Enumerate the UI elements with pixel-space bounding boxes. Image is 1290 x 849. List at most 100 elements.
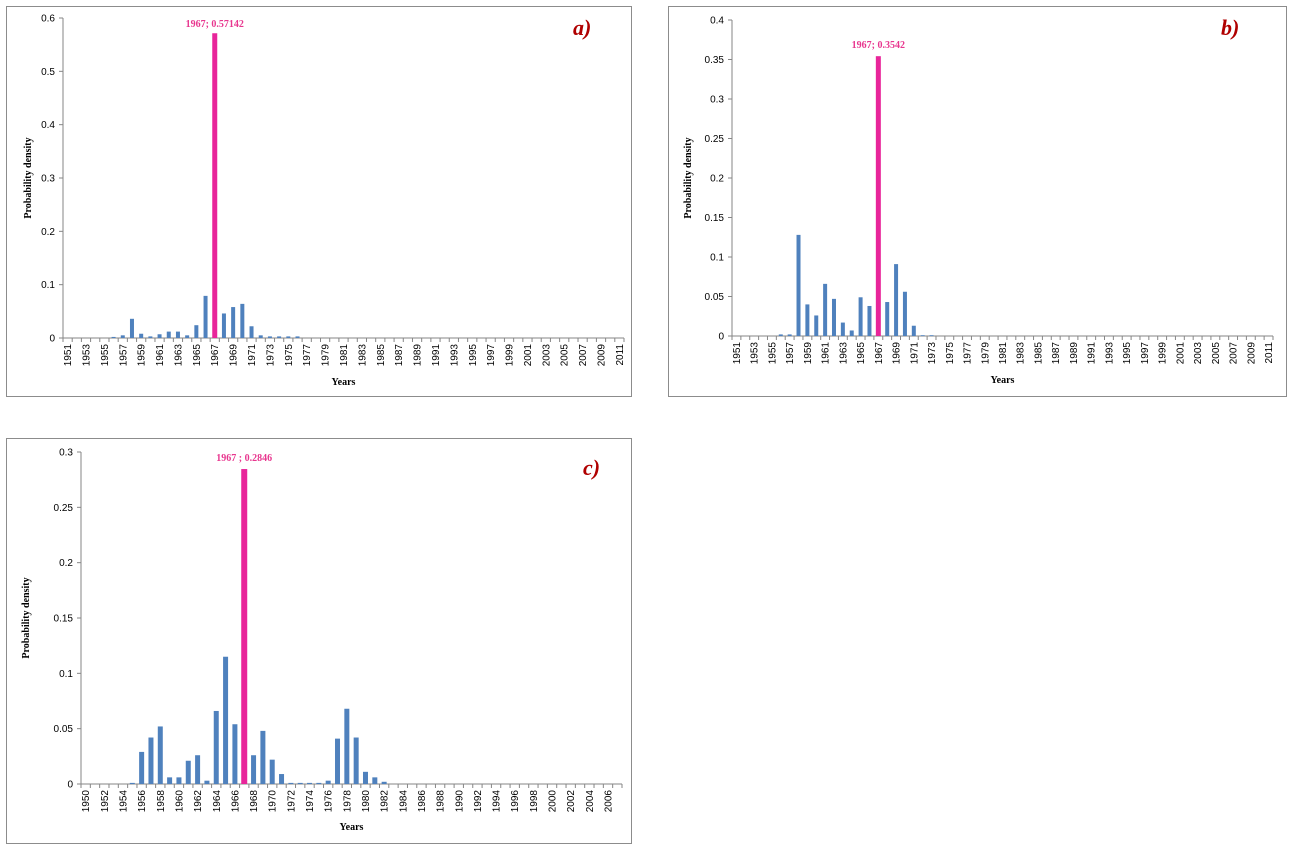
x-tick-label: 1975 [945,342,956,365]
data-bar [166,331,171,338]
data-bar [831,298,836,336]
y-tick-label: 0.3 [59,448,73,459]
x-tick-label: 1952 [100,790,111,813]
x-tick-label: 1953 [750,342,761,365]
y-tick-label: 0.1 [41,280,55,291]
x-tick-label: 2001 [1175,342,1186,365]
x-tick-label: 1958 [156,790,167,813]
data-bar [203,295,208,338]
x-tick-label: 1999 [1158,342,1169,365]
x-tick-label: 1957 [785,342,796,365]
x-tick-label: 2003 [1193,342,1204,365]
y-tick-label: 0.15 [705,213,725,224]
x-tick-label: 1954 [118,790,129,813]
data-bar [157,726,163,784]
x-tick-label: 2007 [1229,342,1240,365]
data-bar [867,305,872,336]
data-bar [167,777,173,784]
data-bar [129,782,135,784]
x-tick-label: 1972 [286,790,297,813]
y-tick-label: 0.4 [41,120,55,131]
x-tick-label: 1989 [1069,342,1080,365]
x-axis-title: Years [340,822,364,833]
x-tick-label: 2005 [1211,342,1222,365]
data-bar [381,781,387,784]
data-bar [277,336,282,338]
x-tick-label: 1953 [81,344,92,367]
data-bar [805,304,810,336]
x-tick-label: 2009 [597,344,608,367]
x-tick-label: 1964 [212,790,223,813]
x-tick-label: 1995 [468,344,479,367]
data-bar [221,313,226,338]
x-tick-label: 1983 [1016,342,1027,365]
peak-annotation: 1967 ; 0.2846 [216,453,272,464]
chart-a-svg: 0 0.1 0.2 0.3 0.4 0.5 0.6 1951 1953 1955 1957 1959 1… [23,14,626,389]
data-bar [894,264,899,336]
x-tick-label: 1967 [210,344,221,367]
data-bar [148,336,153,338]
data-bar [175,331,180,338]
data-bar [231,307,236,338]
x-tick-label: 1974 [305,790,316,813]
y-axis-title: Probability density [23,137,34,218]
x-tick-label: 1957 [118,344,129,367]
data-bar [920,335,925,337]
x-axis-title: Years [332,377,356,388]
chart-c-svg: 0 0.05 0.1 0.15 0.2 0.25 0.3 1950 1952 1954 1956 19… [21,448,623,833]
data-bar [778,334,783,336]
x-tick-label: 1973 [265,344,276,367]
data-bar [249,326,254,338]
data-bar [885,302,890,336]
x-tick-label: 1984 [398,790,409,813]
x-tick-label: 1995 [1122,342,1133,365]
data-bar [213,710,219,784]
x-tick-label: 1997 [486,344,497,367]
data-bar [307,782,313,784]
x-tick-label: 1994 [492,790,503,813]
x-tick-label: 1963 [173,344,184,367]
x-tick-label: 1993 [449,344,460,367]
x-tick-label: 2007 [578,344,589,367]
peak-annotation: 1967; 0.57142 [186,19,244,30]
data-bar [902,291,907,336]
data-bar [325,780,331,784]
y-tick-label: 0.6 [41,14,55,25]
y-tick-label: 0.35 [705,55,725,66]
chart-panel-a: 0 0.1 0.2 0.3 0.4 0.5 0.6 1951 1953 1955 1957 1959 1… [6,6,632,397]
chart-panel-b: 0 0.05 0.1 0.15 0.2 0.25 0.3 0.35 0.4 1951 1953 195… [668,6,1287,397]
data-bar [111,336,116,338]
x-tick-label: 2000 [548,790,559,813]
y-tick-label: 0.1 [710,253,724,264]
data-bar [267,336,272,338]
peak-annotation: 1967; 0.3542 [852,40,905,51]
data-bar [316,782,322,784]
x-tick-label: 1989 [413,344,424,367]
data-bar [223,656,229,784]
data-bar [814,315,819,336]
x-tick-label: 1983 [357,344,368,367]
x-tick-label: 1969 [229,344,240,367]
x-tick-label: 1967 [874,342,885,365]
data-bar [139,333,144,338]
y-tick-label: 0.05 [54,724,74,735]
data-bar [353,737,359,784]
x-tick-label: 2006 [604,790,615,813]
y-axis-title: Probability density [683,137,694,218]
y-tick-label: 0 [718,332,724,343]
x-tick-label: 1985 [376,344,387,367]
x-tick-label: 1991 [1087,342,1098,365]
x-tick-label: 1973 [927,342,938,365]
data-bar [295,336,300,338]
x-tick-label: 1966 [230,790,241,813]
x-tick-label: 2011 [615,344,626,366]
x-tick-label: 1982 [380,790,391,813]
x-tick-label: 1955 [100,344,111,367]
x-tick-label: 1951 [63,344,74,367]
x-tick-label: 2011 [1264,342,1275,364]
data-bar [911,325,916,336]
data-bar [372,777,378,784]
panel-tag-c: c) [583,455,601,480]
data-bar [148,737,154,784]
x-tick-label: 1993 [1104,342,1115,365]
